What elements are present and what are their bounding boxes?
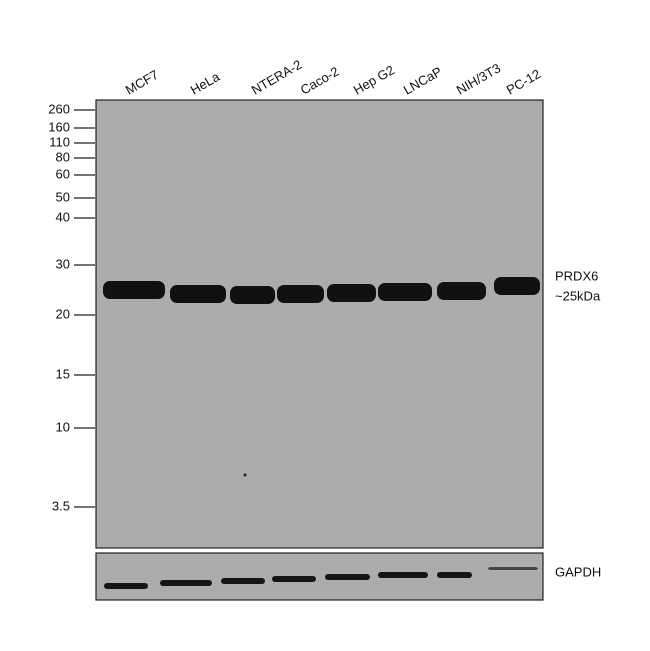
marker-label: 160 bbox=[48, 119, 70, 134]
control-membrane bbox=[95, 552, 544, 601]
prdx6-band bbox=[378, 283, 432, 301]
marker-label: 50 bbox=[56, 189, 70, 204]
marker-label: 15 bbox=[56, 366, 70, 381]
prdx6-band bbox=[103, 281, 165, 299]
marker-label: 260 bbox=[48, 101, 70, 116]
prdx6-band bbox=[437, 282, 486, 300]
lane-label: PC-12 bbox=[504, 66, 543, 97]
gapdh-band bbox=[437, 572, 472, 578]
gapdh-band bbox=[488, 567, 538, 570]
lane-label: HeLa bbox=[188, 69, 223, 98]
gapdh-band bbox=[221, 578, 265, 584]
marker-label: 10 bbox=[56, 419, 70, 434]
lane-label: Hep G2 bbox=[351, 62, 397, 97]
lane-label: LNCaP bbox=[401, 64, 445, 98]
target-label: PRDX6 bbox=[555, 268, 598, 283]
marker-label: 3.5 bbox=[52, 498, 70, 513]
prdx6-band bbox=[277, 285, 324, 303]
marker-label: 110 bbox=[49, 134, 70, 149]
marker-label: 20 bbox=[56, 306, 70, 321]
lane-label: MCF7 bbox=[123, 67, 161, 98]
prdx6-band bbox=[170, 285, 226, 303]
lane-label: NIH/3T3 bbox=[454, 60, 503, 97]
gapdh-band bbox=[160, 580, 212, 586]
gapdh-band bbox=[325, 574, 370, 580]
target-size: ~25kDa bbox=[555, 288, 601, 303]
prdx6-band bbox=[494, 277, 540, 295]
prdx6-band bbox=[327, 284, 376, 302]
marker-label: 80 bbox=[56, 149, 70, 164]
lane-label: Caco-2 bbox=[298, 64, 342, 98]
marker-label: 60 bbox=[56, 166, 70, 181]
control-label: GAPDH bbox=[555, 564, 601, 579]
gapdh-band bbox=[104, 583, 148, 589]
gapdh-band bbox=[378, 572, 428, 578]
lane-label: NTERA-2 bbox=[249, 57, 305, 98]
gapdh-band bbox=[272, 576, 316, 582]
prdx6-band bbox=[230, 286, 275, 304]
blot-membrane bbox=[95, 99, 544, 549]
speck bbox=[243, 473, 247, 477]
marker-label: 30 bbox=[56, 256, 70, 271]
marker-label: 40 bbox=[56, 209, 70, 224]
